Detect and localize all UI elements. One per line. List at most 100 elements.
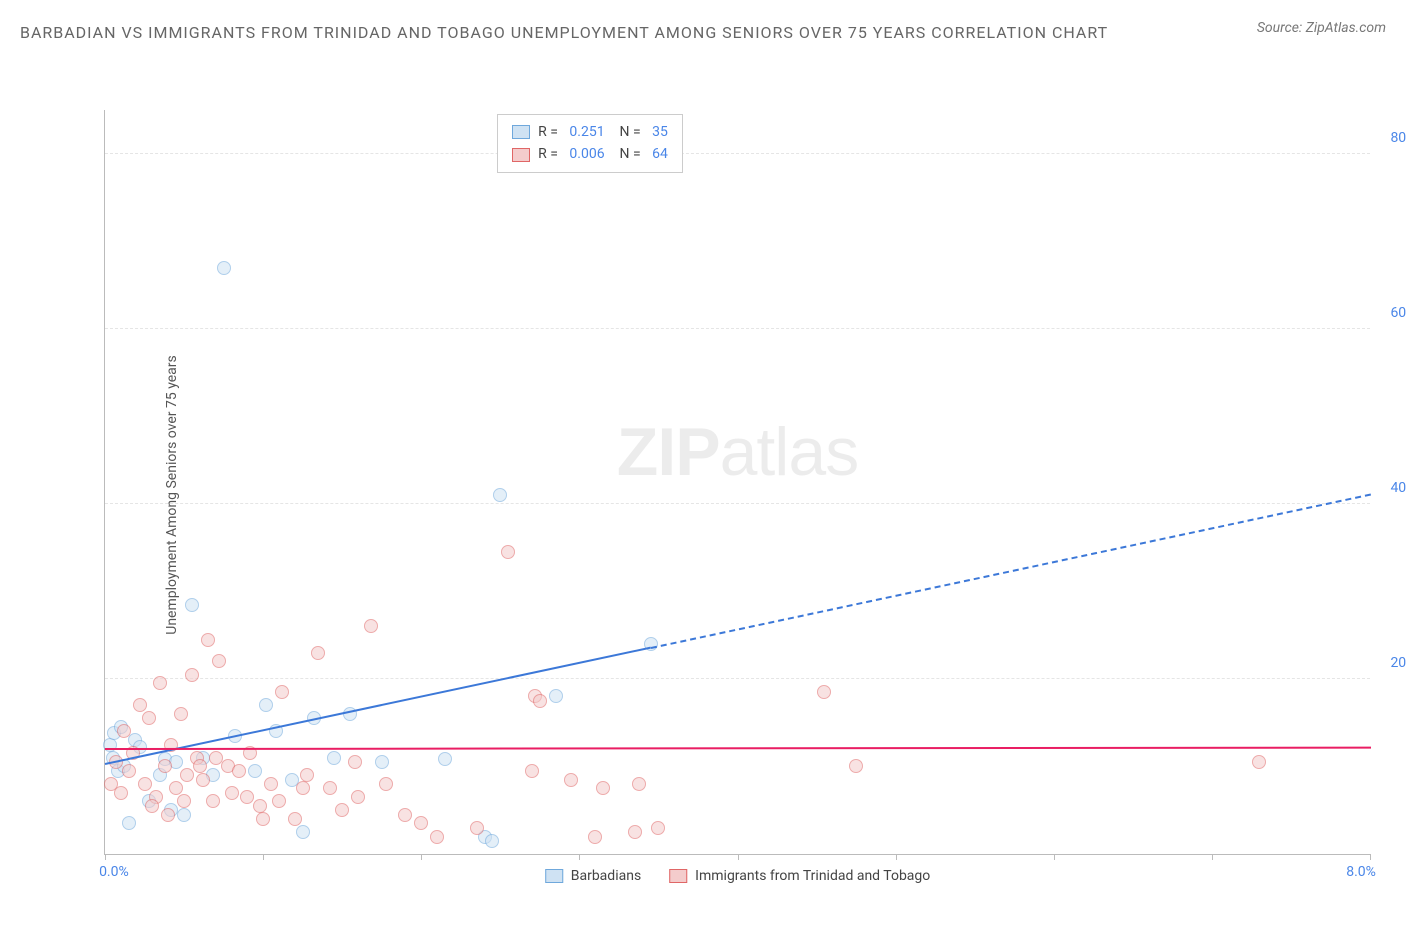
data-point xyxy=(145,799,159,813)
data-point xyxy=(335,803,349,817)
data-point xyxy=(632,777,646,791)
data-point xyxy=(651,821,665,835)
x-tick xyxy=(738,854,739,860)
chart-title: BARBADIAN VS IMMIGRANTS FROM TRINIDAD AN… xyxy=(20,20,1108,46)
data-point xyxy=(225,786,239,800)
data-point xyxy=(311,646,325,660)
data-point xyxy=(470,821,484,835)
data-point xyxy=(296,825,310,839)
data-point xyxy=(193,759,207,773)
legend-item: Barbadians xyxy=(545,868,641,884)
source-label: Source: ZipAtlas.com xyxy=(1257,20,1386,36)
data-point xyxy=(133,698,147,712)
data-point xyxy=(588,830,602,844)
x-tick xyxy=(263,854,264,860)
plot-region: ZIPatlas 20.0%40.0%60.0%80.0%0.0%8.0%R =… xyxy=(104,110,1370,855)
r-label: R = xyxy=(538,143,558,165)
data-point xyxy=(628,825,642,839)
data-point xyxy=(142,711,156,725)
data-point xyxy=(180,768,194,782)
data-point xyxy=(264,777,278,791)
watermark-atlas: atlas xyxy=(720,414,859,490)
data-point xyxy=(296,781,310,795)
gridline xyxy=(105,328,1370,329)
data-point xyxy=(212,654,226,668)
data-point xyxy=(414,816,428,830)
data-point xyxy=(217,261,231,275)
x-tick xyxy=(1370,854,1371,860)
data-point xyxy=(177,808,191,822)
data-point xyxy=(185,598,199,612)
trend-line xyxy=(651,493,1371,648)
data-point xyxy=(138,777,152,791)
r-value: 0.251 xyxy=(566,121,605,143)
data-point xyxy=(253,799,267,813)
gridline xyxy=(105,153,1370,154)
data-point xyxy=(209,751,223,765)
bottom-legend: Barbadians Immigrants from Trinidad and T… xyxy=(545,868,931,884)
data-point xyxy=(300,768,314,782)
y-tick-label: 60.0% xyxy=(1390,305,1406,321)
legend-swatch xyxy=(545,869,563,883)
data-point xyxy=(122,816,136,830)
data-point xyxy=(596,781,610,795)
y-tick-label: 40.0% xyxy=(1390,480,1406,496)
data-point xyxy=(177,794,191,808)
data-point xyxy=(549,689,563,703)
data-point xyxy=(117,724,131,738)
gridline xyxy=(105,503,1370,504)
data-point xyxy=(564,773,578,787)
data-point xyxy=(323,781,337,795)
chart-container: BARBADIAN VS IMMIGRANTS FROM TRINIDAD AN… xyxy=(20,20,1386,910)
r-label: R = xyxy=(538,121,558,143)
data-point xyxy=(1252,755,1266,769)
trend-line xyxy=(105,747,1371,750)
data-point xyxy=(259,698,273,712)
data-point xyxy=(206,794,220,808)
data-point xyxy=(232,764,246,778)
data-point xyxy=(348,755,362,769)
data-point xyxy=(375,755,389,769)
data-point xyxy=(248,764,262,778)
data-point xyxy=(161,808,175,822)
watermark-zip: ZIP xyxy=(617,414,720,490)
data-point xyxy=(493,488,507,502)
data-point xyxy=(501,545,515,559)
data-point xyxy=(272,794,286,808)
data-point xyxy=(817,685,831,699)
y-tick-label: 20.0% xyxy=(1390,655,1406,671)
data-point xyxy=(196,773,210,787)
legend-stats-row: R = 0.251 N = 35 xyxy=(512,121,668,143)
legend-item: Immigrants from Trinidad and Tobago xyxy=(669,868,930,884)
data-point xyxy=(525,764,539,778)
data-point xyxy=(174,707,188,721)
data-point xyxy=(240,790,254,804)
header-row: BARBADIAN VS IMMIGRANTS FROM TRINIDAD AN… xyxy=(20,20,1386,46)
x-tick xyxy=(896,854,897,860)
x-tick-label: 8.0% xyxy=(1346,864,1376,880)
chart-area: Unemployment Among Seniors over 75 years… xyxy=(80,110,1370,880)
gridline xyxy=(105,678,1370,679)
legend-swatch xyxy=(512,125,530,139)
data-point xyxy=(849,759,863,773)
data-point xyxy=(533,694,547,708)
legend-label: Barbadians xyxy=(571,868,641,884)
x-tick-label: 0.0% xyxy=(99,864,129,880)
data-point xyxy=(185,668,199,682)
r-value: 0.006 xyxy=(566,143,605,165)
data-point xyxy=(288,812,302,826)
x-tick xyxy=(1212,854,1213,860)
legend-swatch xyxy=(512,148,530,162)
data-point xyxy=(153,676,167,690)
data-point xyxy=(256,812,270,826)
data-point xyxy=(114,786,128,800)
watermark: ZIPatlas xyxy=(617,413,858,491)
legend-stats-box: R = 0.251 N = 35R = 0.006 N = 64 xyxy=(497,114,683,173)
data-point xyxy=(351,790,365,804)
data-point xyxy=(122,764,136,778)
data-point xyxy=(364,619,378,633)
legend-stats-row: R = 0.006 N = 64 xyxy=(512,143,668,165)
data-point xyxy=(438,752,452,766)
x-tick xyxy=(421,854,422,860)
n-label: N = xyxy=(613,121,641,143)
